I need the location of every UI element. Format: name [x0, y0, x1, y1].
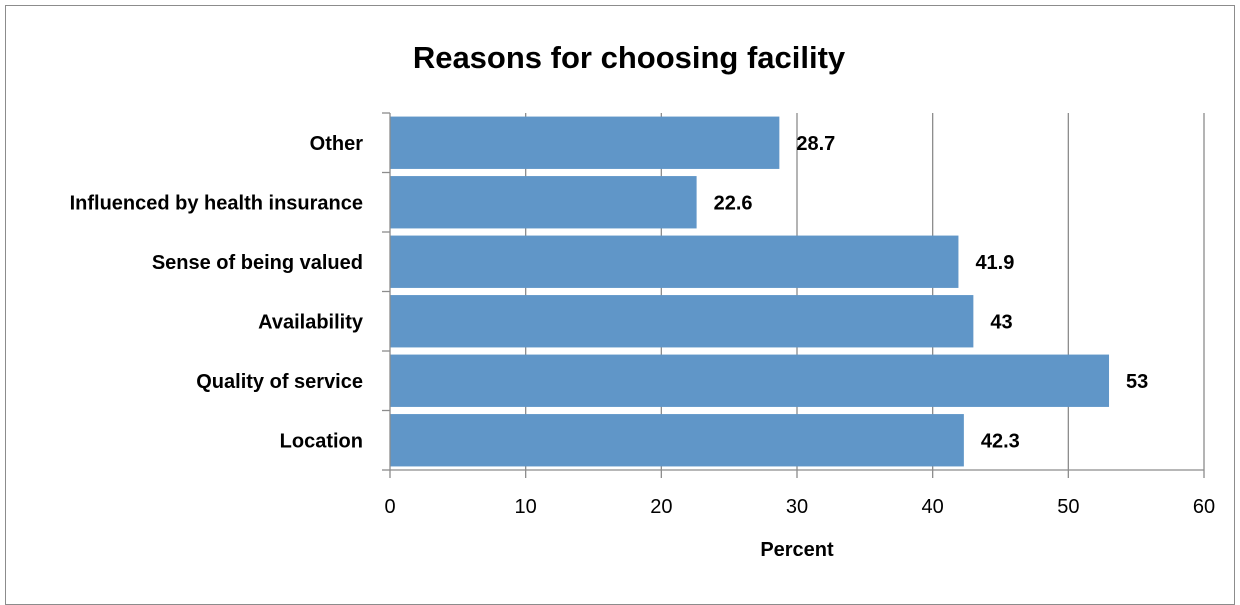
x-tick-label-60: 60: [1193, 496, 1215, 518]
gridlines: [525, 113, 1205, 470]
chart-title: Reasons for choosing facility: [413, 40, 846, 75]
data-label-5: 28.7: [796, 133, 835, 155]
category-label-2: Availability: [258, 311, 364, 333]
x-tick-label-0: 0: [384, 496, 395, 518]
bar-5: [390, 116, 780, 169]
bar-0: [390, 414, 964, 467]
bars: [390, 116, 1110, 467]
bar-4: [390, 176, 697, 229]
bar-3: [390, 235, 959, 288]
axes: [382, 112, 1205, 478]
category-label-4: Influenced by health insurance: [70, 192, 363, 214]
data-label-0: 42.3: [981, 430, 1020, 452]
category-label-5: Other: [310, 133, 364, 155]
x-tick-label-10: 10: [515, 496, 537, 518]
bar-1: [390, 354, 1110, 407]
category-label-1: Quality of service: [196, 371, 363, 393]
x-tick-label-30: 30: [786, 496, 808, 518]
category-label-3: Sense of being valued: [152, 252, 363, 274]
x-tick-label-20: 20: [650, 496, 672, 518]
labels: 42.3 Location 53 Quality of service 43 Availa…: [70, 133, 1216, 518]
data-label-2: 43: [990, 311, 1012, 333]
data-label-1: 53: [1126, 371, 1148, 393]
x-tick-label-40: 40: [922, 496, 944, 518]
data-label-4: 22.6: [714, 192, 753, 214]
bar-2: [390, 295, 974, 348]
data-label-3: 41.9: [975, 252, 1014, 274]
category-label-0: Location: [280, 430, 363, 452]
x-axis-title: Percent: [760, 539, 834, 561]
x-tick-label-50: 50: [1057, 496, 1079, 518]
